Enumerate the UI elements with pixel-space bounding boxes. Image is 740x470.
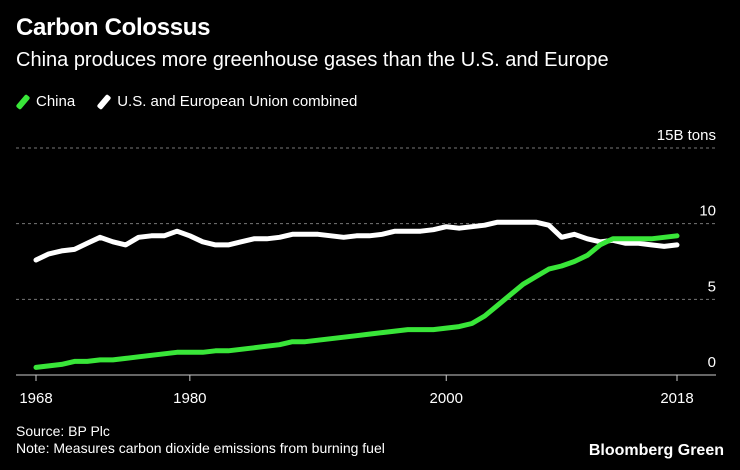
footer-source: Source: BP Plc — [16, 423, 110, 439]
x-tick-label-3: 2018 — [660, 390, 693, 407]
x-tick-label-1: 1980 — [173, 390, 206, 407]
y-tick-label-0: 0 — [708, 354, 716, 371]
footer-note: Note: Measures carbon dioxide emissions … — [16, 440, 385, 456]
brand-logo: Bloomberg Green — [588, 442, 724, 459]
legend-item-us-eu: U.S. and European Union combined — [96, 93, 358, 110]
chart-title: Carbon Colossus — [16, 14, 211, 41]
series-line-china — [33, 233, 680, 370]
x-tick-label-2: 2000 — [430, 390, 463, 407]
legend-label-us-eu: U.S. and European Union combined — [117, 93, 358, 110]
y-tick-label-1: 5 — [708, 278, 716, 295]
legend-item-china: China — [15, 93, 76, 110]
chart-subtitle: China produces more greenhouse gases tha… — [16, 49, 609, 71]
legend-label-china: China — [36, 93, 76, 110]
y-tick-label-3: 15B tons — [657, 127, 716, 144]
legend: China U.S. and European Union combined — [15, 93, 379, 110]
x-tick-label-0: 1968 — [19, 390, 52, 407]
y-tick-label-2: 10 — [699, 203, 716, 220]
series-line-us-eu — [33, 219, 680, 263]
